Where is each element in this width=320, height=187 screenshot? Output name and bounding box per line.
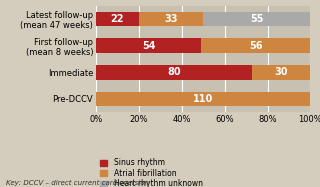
Legend: Sinus rhythm, Atrial fibrillation, Heart rhythm unknown: Sinus rhythm, Atrial fibrillation, Heart…	[100, 158, 203, 187]
Bar	[96, 65, 252, 79]
Bar	[96, 38, 201, 53]
Bar	[203, 12, 310, 26]
Bar	[139, 12, 203, 26]
Bar	[96, 12, 139, 26]
Text: 30: 30	[275, 67, 288, 77]
Text: 54: 54	[142, 41, 156, 50]
Text: 55: 55	[250, 14, 264, 24]
Bar	[252, 65, 310, 79]
Text: 80: 80	[167, 67, 181, 77]
Text: 33: 33	[164, 14, 178, 24]
Text: 56: 56	[249, 41, 263, 50]
Bar	[201, 38, 310, 53]
Text: 22: 22	[111, 14, 124, 24]
Text: Key: DCCV – direct current cardioversion: Key: DCCV – direct current cardioversion	[6, 180, 149, 186]
Bar	[96, 92, 310, 106]
Text: 110: 110	[193, 94, 213, 104]
